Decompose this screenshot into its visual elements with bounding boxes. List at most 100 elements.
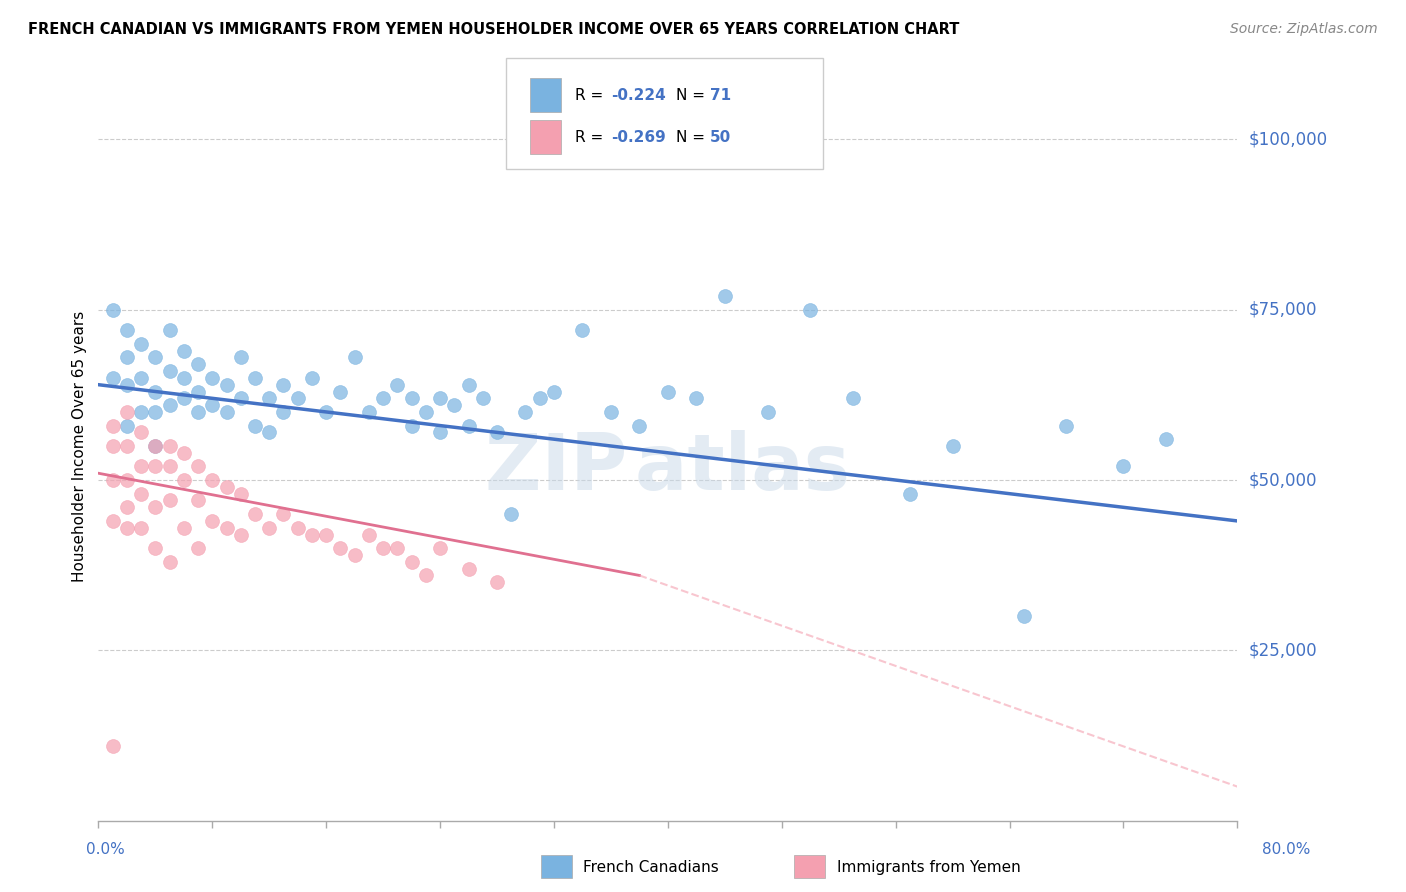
Point [159,493,181,508]
Point [173,392,195,406]
Point [243,371,266,385]
Text: Source: ZipAtlas.com: Source: ZipAtlas.com [1230,22,1378,37]
Point [145,439,167,453]
Point [543,384,565,399]
Point [1056,418,1078,433]
Point [101,302,124,317]
Point [129,521,152,535]
Point [1154,432,1177,446]
Point [501,507,523,521]
Point [129,425,152,440]
Point [273,377,295,392]
Point [129,459,152,474]
Point [387,377,409,392]
Point [101,439,124,453]
Text: French Canadians: French Canadians [583,860,720,874]
Point [343,351,366,365]
Point [429,392,451,406]
Point [373,541,395,556]
Text: -0.269: -0.269 [612,130,666,145]
Point [657,384,679,399]
Text: N =: N = [676,88,710,103]
Point [101,418,124,433]
Point [173,343,195,358]
Text: R =: R = [575,88,609,103]
Point [145,351,167,365]
Point [457,561,479,575]
Point [145,405,167,419]
Point [387,541,409,556]
Point [187,459,209,474]
Point [443,398,465,412]
Point [357,405,380,419]
Point [129,371,152,385]
Point [229,486,252,500]
Text: $50,000: $50,000 [1249,471,1317,489]
Point [187,405,209,419]
Point [315,527,337,541]
Point [159,459,181,474]
Point [159,439,181,453]
Point [159,364,181,378]
Point [842,392,865,406]
Point [243,507,266,521]
Point [145,439,167,453]
Point [115,405,138,419]
Point [799,302,821,317]
Point [215,377,238,392]
Point [173,473,195,487]
Point [471,392,494,406]
Point [429,425,451,440]
Point [529,392,551,406]
Point [215,480,238,494]
Point [229,351,252,365]
Point [115,377,138,392]
Point [129,405,152,419]
Text: 80.0%: 80.0% [1263,842,1310,856]
Point [215,521,238,535]
Point [942,439,965,453]
Point [159,323,181,337]
Point [187,493,209,508]
Point [357,527,380,541]
Text: N =: N = [676,130,710,145]
Point [259,521,281,535]
Point [173,371,195,385]
Point [1112,459,1135,474]
Point [287,392,309,406]
Point [373,392,395,406]
Point [287,521,309,535]
Point [115,439,138,453]
Point [243,418,266,433]
Point [329,384,352,399]
Text: Immigrants from Yemen: Immigrants from Yemen [837,860,1021,874]
Point [115,351,138,365]
Point [415,568,437,582]
Point [229,392,252,406]
Point [273,507,295,521]
Point [187,357,209,371]
Point [259,425,281,440]
Point [201,473,224,487]
Point [145,459,167,474]
Text: 71: 71 [710,88,731,103]
Point [201,514,224,528]
Point [515,405,537,419]
Point [756,405,779,419]
Point [115,500,138,515]
Point [714,289,737,303]
Point [301,371,323,385]
Point [571,323,593,337]
Text: 50: 50 [710,130,731,145]
Point [173,446,195,460]
Point [187,541,209,556]
Point [685,392,707,406]
Point [145,541,167,556]
Text: 0.0%: 0.0% [86,842,125,856]
Text: $100,000: $100,000 [1249,130,1327,148]
Point [187,384,209,399]
Point [429,541,451,556]
Text: $25,000: $25,000 [1249,641,1317,659]
Point [201,371,224,385]
Y-axis label: Householder Income Over 65 years: Householder Income Over 65 years [72,310,87,582]
